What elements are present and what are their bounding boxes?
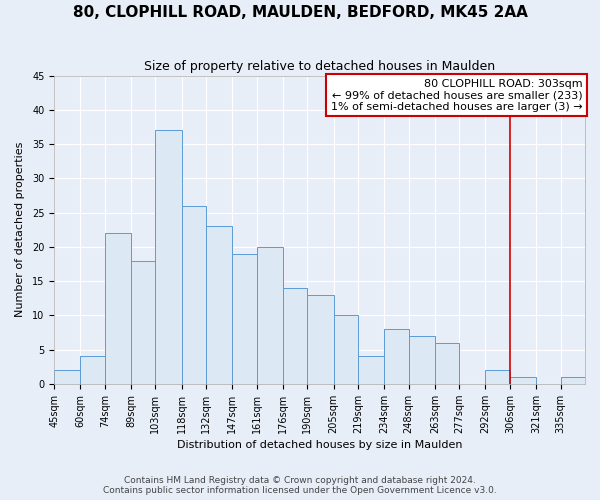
X-axis label: Distribution of detached houses by size in Maulden: Distribution of detached houses by size … [177, 440, 463, 450]
Bar [182, 206, 206, 384]
Text: 80, CLOPHILL ROAD, MAULDEN, BEDFORD, MK45 2AA: 80, CLOPHILL ROAD, MAULDEN, BEDFORD, MK4… [73, 5, 527, 20]
Y-axis label: Number of detached properties: Number of detached properties [15, 142, 25, 318]
Bar [54, 370, 80, 384]
Text: Contains HM Land Registry data © Crown copyright and database right 2024.
Contai: Contains HM Land Registry data © Crown c… [103, 476, 497, 495]
Bar [485, 370, 510, 384]
Bar [155, 130, 182, 384]
Title: Size of property relative to detached houses in Maulden: Size of property relative to detached ho… [144, 60, 495, 73]
Bar [257, 247, 283, 384]
Bar [283, 288, 307, 384]
Bar [358, 356, 384, 384]
Bar [409, 336, 435, 384]
Bar [105, 233, 131, 384]
Bar [131, 260, 155, 384]
Bar [334, 316, 358, 384]
Bar [510, 377, 536, 384]
Bar [80, 356, 105, 384]
Bar [384, 329, 409, 384]
Bar [206, 226, 232, 384]
Bar [435, 342, 459, 384]
Bar [307, 295, 334, 384]
Bar [560, 377, 585, 384]
Text: 80 CLOPHILL ROAD: 303sqm
← 99% of detached houses are smaller (233)
1% of semi-d: 80 CLOPHILL ROAD: 303sqm ← 99% of detach… [331, 78, 583, 112]
Bar [232, 254, 257, 384]
